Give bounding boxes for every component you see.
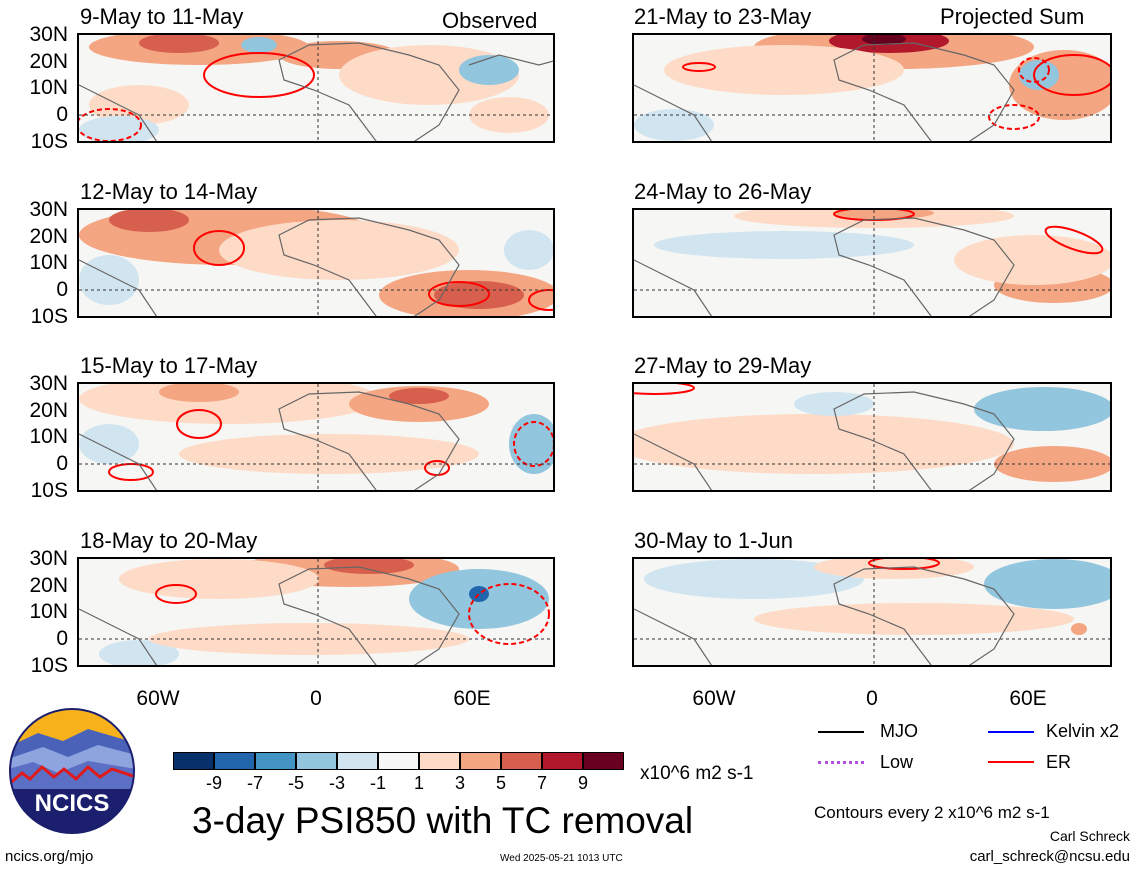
lat-label-0-1: 0 — [56, 103, 68, 126]
panel-title-7: 27-May to 29-May — [634, 353, 812, 378]
lat-label-10s-4: 10S — [30, 654, 68, 677]
lon-label-60e-left: 60E — [453, 687, 491, 710]
map-panel-2 — [77, 208, 555, 318]
lon-label-0-left: 0 — [310, 687, 322, 710]
colorbar-units: x10^6 m2 s-1 — [640, 763, 754, 784]
legend-line-er — [988, 761, 1034, 763]
main-title: 3-day PSI850 with TC removal — [192, 800, 694, 841]
lat-label-10s-3: 10S — [30, 479, 68, 502]
lat-label-30n-4: 30N — [29, 547, 68, 570]
legend-line-mjo — [818, 731, 864, 733]
colorbar-tick: 5 — [495, 773, 506, 793]
map-panel-8 — [632, 557, 1112, 667]
colorbar-tick: 3 — [454, 773, 465, 793]
ncics-logo: NCICS — [8, 707, 136, 835]
map-panel-1 — [77, 33, 555, 143]
lat-label-10n-4: 10N — [29, 600, 68, 623]
timestamp: Wed 2025-05-21 1013 UTC — [500, 853, 623, 864]
colorbar-swatch-5 — [337, 752, 378, 770]
map-panel-6 — [632, 208, 1112, 318]
map-panel-4 — [77, 557, 555, 667]
lat-label-10s-1: 10S — [30, 130, 68, 153]
lat-label-30n-1: 30N — [29, 23, 68, 46]
colorbar-swatch-2 — [214, 752, 255, 770]
colorbar-swatch-6 — [378, 752, 419, 770]
legend-line-kelvin — [988, 731, 1034, 733]
author-name: Carl Schreck — [1049, 828, 1130, 844]
map-panel-5 — [632, 33, 1112, 143]
lon-label-0-right: 0 — [866, 687, 878, 710]
lon-label-60e-right: 60E — [1009, 687, 1047, 710]
panel-tag-observed: Observed — [442, 8, 538, 33]
colorbar-tick: -3 — [328, 773, 345, 793]
map-panel-7 — [632, 382, 1112, 492]
lat-label-0-4: 0 — [56, 627, 68, 650]
colorbar — [173, 752, 625, 772]
colorbar-swatch-4 — [296, 752, 337, 770]
lat-label-20n-2: 20N — [29, 225, 68, 248]
lat-label-30n-2: 30N — [29, 198, 68, 221]
panel-title-8: 30-May to 1-Jun — [634, 528, 793, 553]
lat-label-30n-3: 30N — [29, 372, 68, 395]
panel-title-4: 18-May to 20-May — [80, 528, 258, 553]
lon-label-60w-left: 60W — [136, 687, 180, 710]
contours-note: Contours every 2 x10^6 m2 s-1 — [814, 803, 1050, 822]
lat-label-20n-1: 20N — [29, 50, 68, 73]
author-email[interactable]: carl_schreck@ncsu.edu — [969, 848, 1130, 865]
panel-tag-projected-sum: Projected Sum — [940, 4, 1085, 29]
lat-label-20n-3: 20N — [29, 399, 68, 422]
panel-title-6: 24-May to 26-May — [634, 179, 812, 204]
colorbar-tick: 1 — [413, 773, 424, 793]
lat-label-0-2: 0 — [56, 278, 68, 301]
legend-label-kelvin: Kelvin x2 — [1046, 721, 1120, 741]
map-panel-3 — [77, 382, 555, 492]
lat-label-10n-2: 10N — [29, 251, 68, 274]
lat-label-10n-3: 10N — [29, 425, 68, 448]
colorbar-tick: 7 — [536, 773, 547, 793]
panel-title-5: 21-May to 23-May — [634, 4, 812, 29]
legend-label-er: ER — [1046, 752, 1072, 772]
panel-title-3: 15-May to 17-May — [80, 353, 258, 378]
legend-label-mjo: MJO — [880, 721, 918, 741]
colorbar-swatch-10 — [542, 752, 583, 770]
colorbar-tick: -5 — [287, 773, 304, 793]
colorbar-tick: -1 — [369, 773, 386, 793]
colorbar-swatch-8 — [460, 752, 501, 770]
panel-title-1: 9-May to 11-May — [80, 4, 244, 29]
colorbar-tick: 9 — [577, 773, 588, 793]
lon-label-60w-right: 60W — [692, 687, 736, 710]
legend-line-low — [818, 761, 864, 764]
panel-title-2: 12-May to 14-May — [80, 179, 258, 204]
colorbar-swatch-1 — [173, 752, 214, 770]
logo-text: NCICS — [35, 790, 110, 817]
colorbar-tick: -9 — [205, 773, 222, 793]
lat-label-10n-1: 10N — [29, 76, 68, 99]
colorbar-swatch-3 — [255, 752, 296, 770]
colorbar-swatch-11 — [583, 752, 624, 770]
colorbar-tick: -7 — [246, 773, 263, 793]
colorbar-swatch-9 — [501, 752, 542, 770]
legend-label-low: Low — [880, 752, 914, 772]
lat-label-0-3: 0 — [56, 452, 68, 475]
lat-label-10s-2: 10S — [30, 305, 68, 328]
site-link[interactable]: ncics.org/mjo — [5, 848, 94, 865]
lat-label-20n-4: 20N — [29, 574, 68, 597]
colorbar-swatch-7 — [419, 752, 460, 770]
